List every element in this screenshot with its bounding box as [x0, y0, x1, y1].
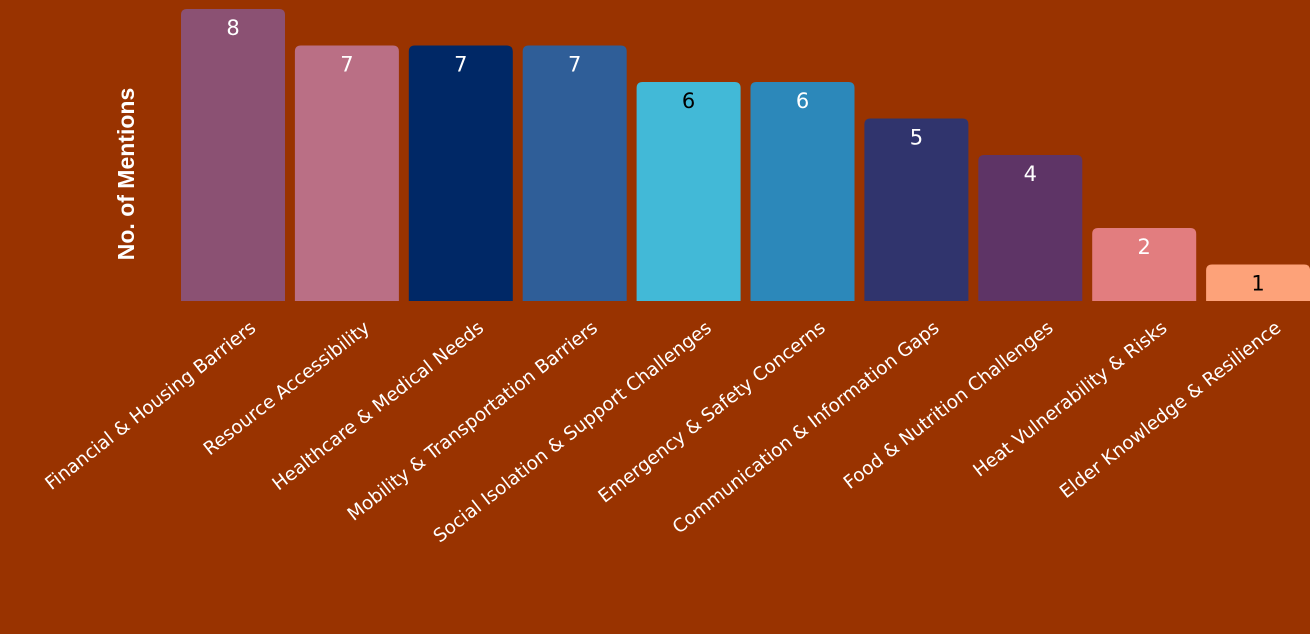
bar: [181, 9, 285, 301]
bar: [636, 82, 741, 301]
bar: [522, 45, 627, 301]
bar: [1092, 228, 1197, 301]
bars-layer: [181, 9, 1310, 301]
bar-value-label: 6: [682, 89, 695, 113]
bar: [750, 82, 855, 301]
bar: [978, 155, 1083, 301]
bar-value-label: 8: [226, 16, 239, 40]
x-tick-label: Healthcare & Medical Needs: [269, 317, 488, 495]
bar: [864, 118, 969, 301]
bar: [1206, 264, 1310, 301]
bar-value-label: 4: [1024, 162, 1037, 186]
bar-value-label: 2: [1138, 235, 1151, 259]
bar-value-label: 7: [340, 53, 353, 77]
bar-value-label: 6: [796, 89, 809, 113]
bar: [408, 45, 513, 301]
value-labels-layer: 8 7 7 7 6 6 5 4 2 1: [226, 16, 1264, 296]
bar-value-label: 7: [568, 53, 581, 77]
y-axis-label: No. of Mentions: [113, 88, 139, 260]
bar-value-label: 1: [1251, 272, 1264, 296]
x-tick-label: Mobility & Transportation Barriers: [344, 317, 602, 525]
bar-value-label: 7: [454, 53, 467, 77]
x-tick-label: Financial & Housing Barriers: [42, 317, 261, 494]
x-tick-label: Heat Vulnerability & Risks: [970, 317, 1172, 481]
x-tick-label: Food & Nutrition Challenges: [840, 317, 1057, 493]
bar-value-label: 5: [910, 126, 923, 150]
bar: [294, 45, 399, 301]
x-tick-label: Elder Knowledge & Resilience: [1056, 317, 1285, 503]
x-tick-label: Emergency & Safety Concerns: [595, 317, 830, 507]
